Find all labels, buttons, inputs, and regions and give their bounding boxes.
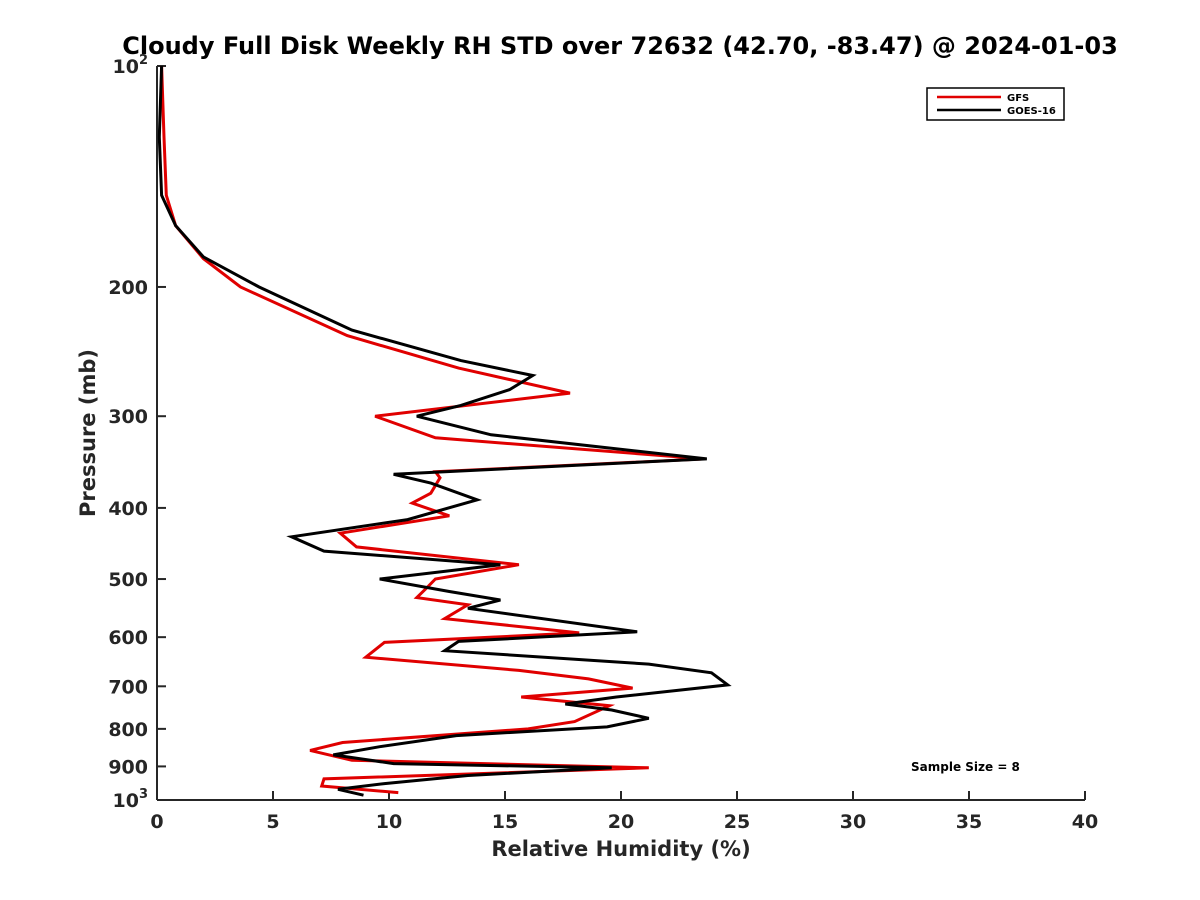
sample-size-annotation: Sample Size = 8	[911, 760, 1020, 774]
chart-title: Cloudy Full Disk Weekly RH STD over 7263…	[122, 32, 1118, 60]
series-layer	[157, 65, 732, 797]
legend-label-goes16: GOES-16	[1007, 106, 1056, 117]
x-tick-label: 35	[956, 811, 982, 833]
y-tick-label: 103	[113, 787, 149, 812]
y-tick-label: 400	[108, 498, 148, 520]
legend: GFS GOES-16	[926, 87, 1065, 121]
x-axis: 0 5 10 15 20 25 30 35 40	[150, 791, 1098, 833]
y-tick-label: 700	[108, 676, 148, 698]
x-tick-label: 10	[376, 811, 402, 833]
x-tick-label: 0	[150, 811, 163, 833]
y-tick-label: 900	[108, 756, 148, 778]
x-tick-label: 5	[266, 811, 279, 833]
x-tick-label: 25	[724, 811, 750, 833]
legend-label-gfs: GFS	[1007, 93, 1029, 104]
y-tick-label: 800	[108, 719, 148, 741]
y-tick-label: 200	[108, 277, 148, 299]
y-axis: 102 200 300 400 500 600 700 800 900 103	[108, 53, 166, 812]
y-tick-label: 500	[108, 569, 148, 591]
y-tick-label: 300	[108, 406, 148, 428]
legend-box	[926, 87, 1065, 121]
y-tick-label: 600	[108, 627, 148, 649]
x-axis-label: Relative Humidity (%)	[491, 837, 750, 861]
x-tick-label: 20	[608, 811, 634, 833]
y-tick-label: 102	[113, 53, 149, 78]
series-line-goes16	[157, 65, 732, 797]
x-tick-label: 15	[492, 811, 518, 833]
series-line-gfs	[160, 65, 705, 795]
x-tick-label: 40	[1072, 811, 1098, 833]
y-axis-label: Pressure (mb)	[76, 349, 100, 517]
x-tick-label: 30	[840, 811, 866, 833]
